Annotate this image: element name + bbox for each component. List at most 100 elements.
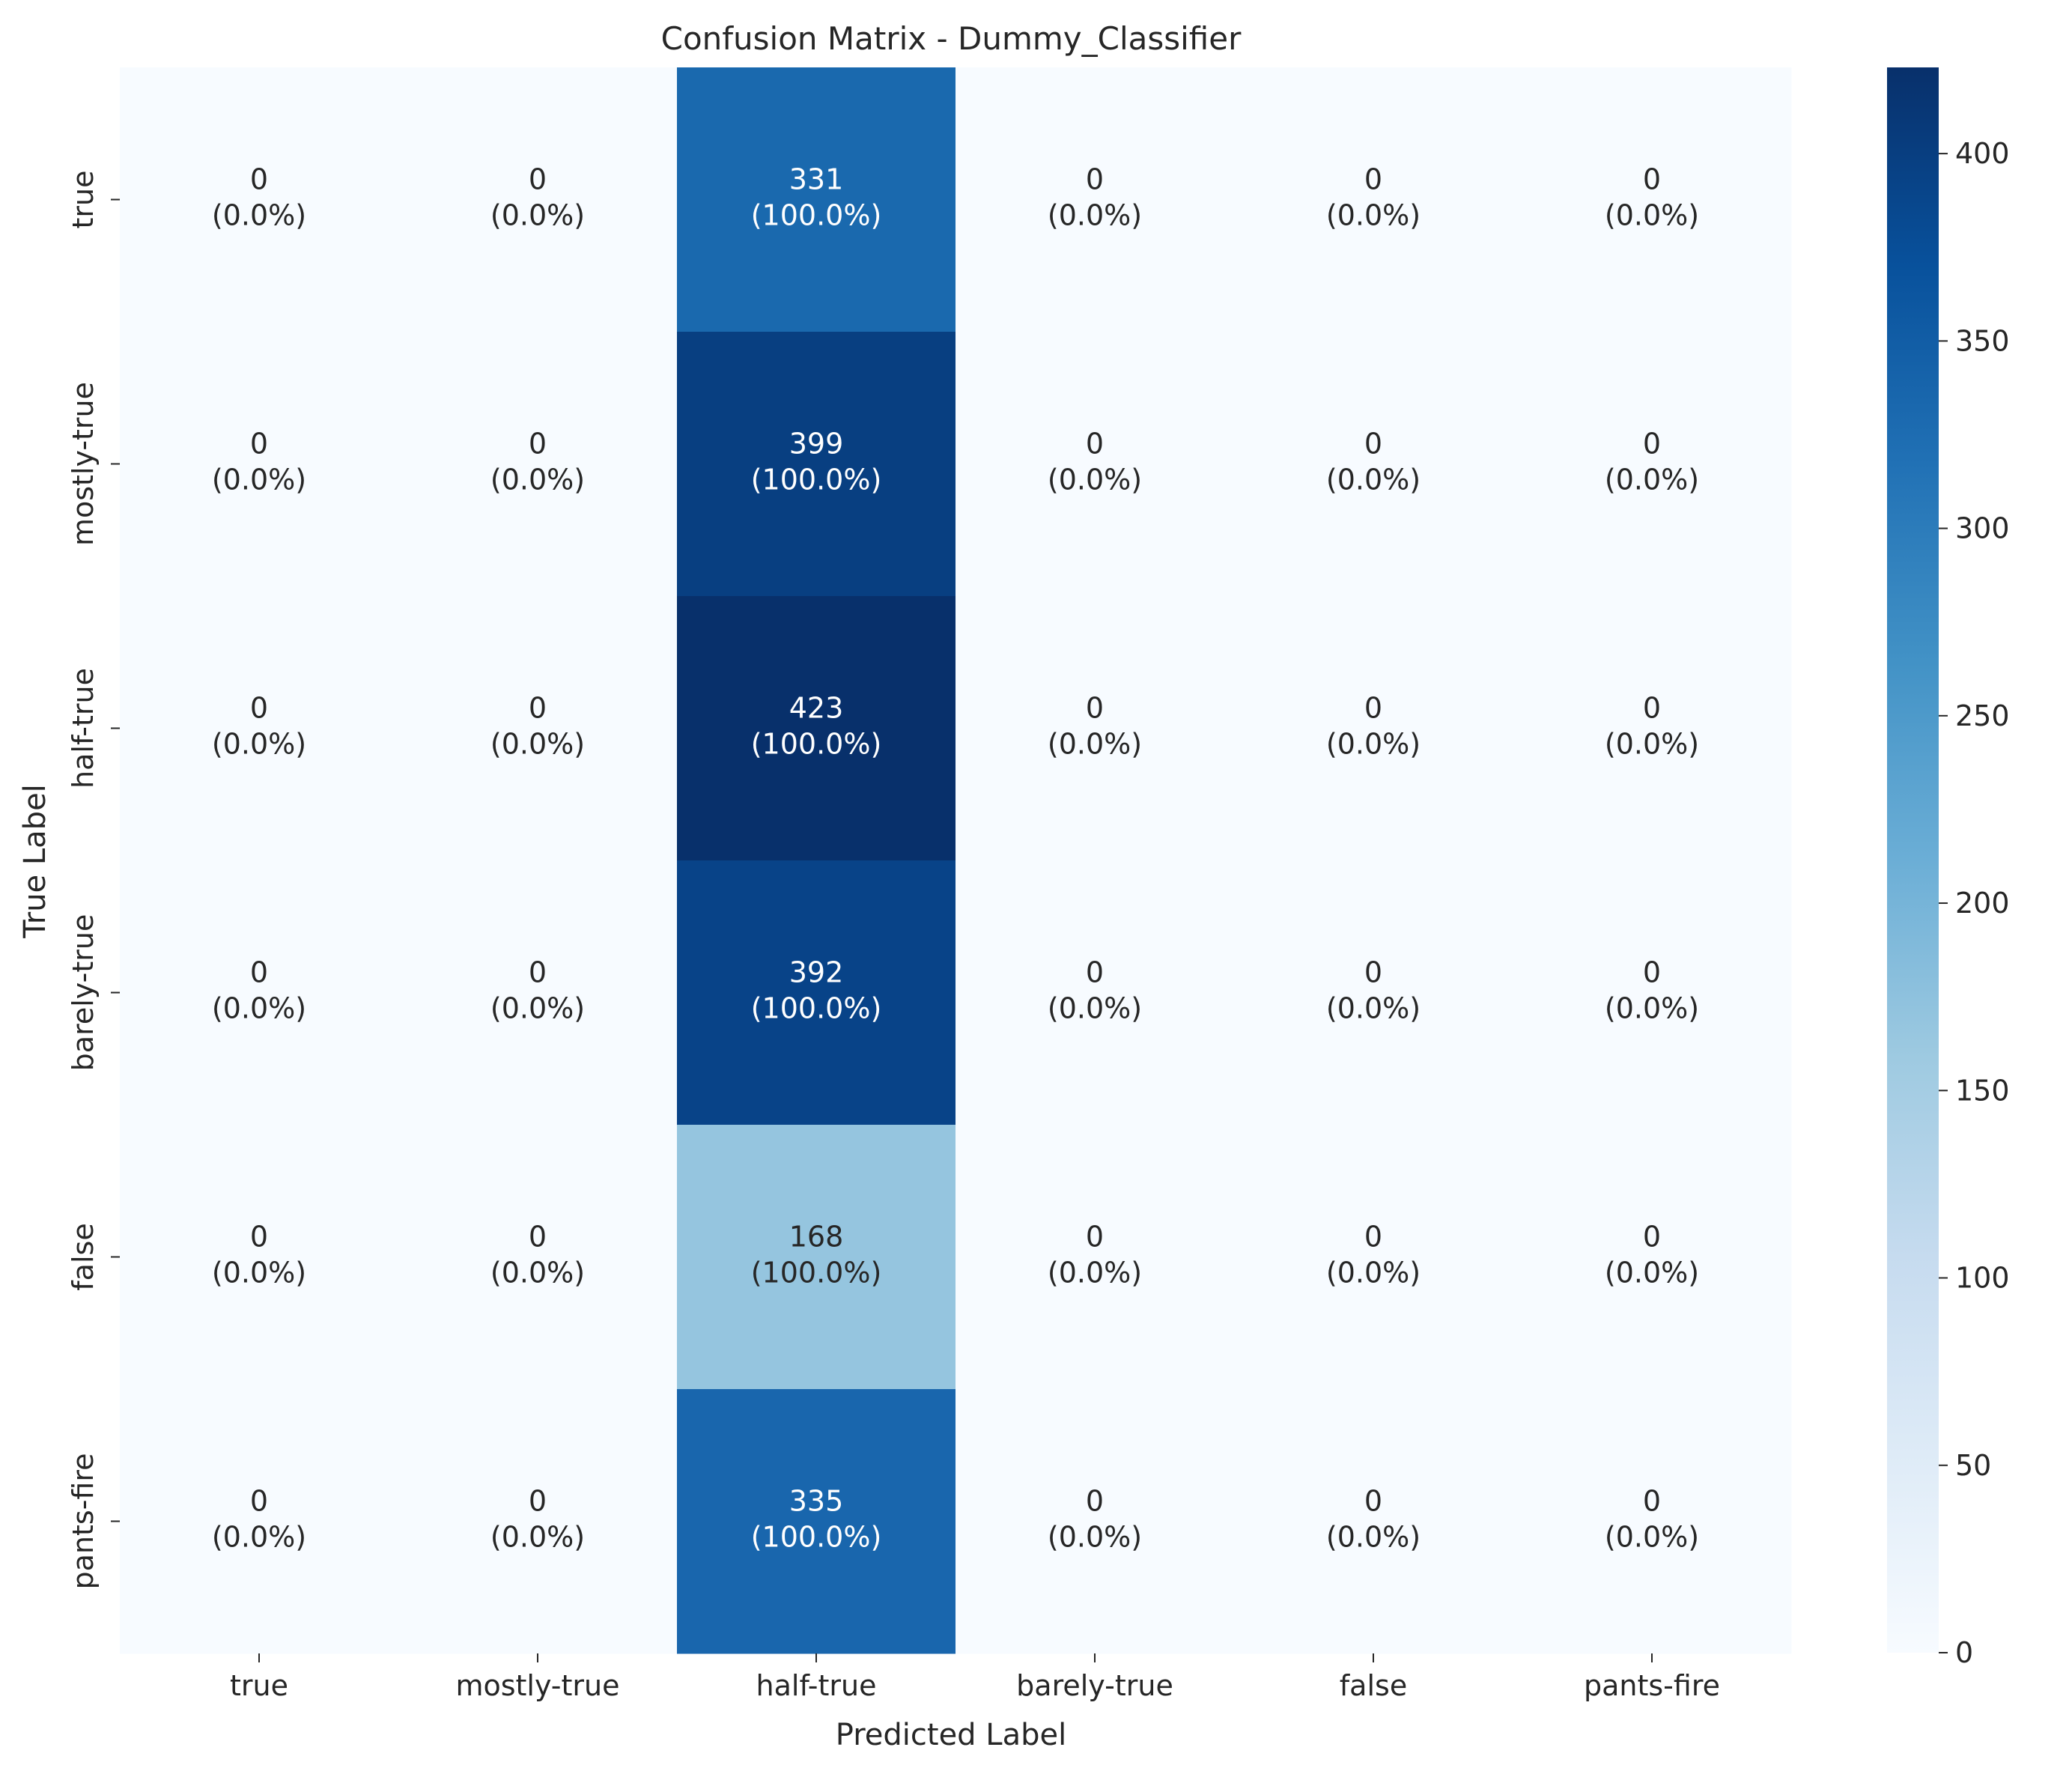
- cell-percent-label: (100.0%): [751, 464, 882, 496]
- cell-percent-label: (0.0%): [490, 199, 585, 232]
- y-tick-label: mostly-true: [67, 382, 100, 546]
- heatmap-cell: [120, 1125, 399, 1390]
- heatmap-cell: [1513, 860, 1792, 1126]
- cell-count-label: 0: [529, 1221, 547, 1254]
- x-tick-label: false: [1340, 1669, 1407, 1702]
- cell-count-label: 0: [1643, 428, 1661, 461]
- x-tick-label: barely-true: [1016, 1669, 1173, 1702]
- heatmap-cell: [120, 596, 399, 861]
- cell-count-label: 0: [250, 692, 268, 725]
- cell-percent-label: (0.0%): [1326, 992, 1421, 1025]
- cell-count-label: 0: [1086, 1485, 1104, 1518]
- cell-count-label: 168: [789, 1221, 844, 1254]
- heatmap-cell: [677, 1125, 956, 1390]
- heatmap-cell: [398, 1125, 678, 1390]
- cell-count-label: 0: [529, 163, 547, 196]
- colorbar-tick-label: 50: [1955, 1449, 1991, 1482]
- cell-count-label: 0: [250, 956, 268, 989]
- cell-percent-label: (0.0%): [1605, 1521, 1699, 1554]
- heatmap-cell: [120, 860, 399, 1126]
- cell-percent-label: (100.0%): [751, 992, 882, 1025]
- cell-count-label: 0: [1086, 692, 1104, 725]
- y-tick-label: half-true: [67, 668, 100, 789]
- heatmap-cell: [1513, 1125, 1792, 1390]
- y-tick-label: pants-fire: [67, 1453, 100, 1589]
- cell-percent-label: (0.0%): [1048, 1521, 1142, 1554]
- heatmap-cell: [1513, 596, 1792, 861]
- cell-count-label: 392: [789, 956, 844, 989]
- heatmap-cell: [956, 1125, 1235, 1390]
- heatmap-cells: [120, 67, 1792, 1654]
- heatmap-cell: [1234, 332, 1513, 597]
- cell-percent-label: (0.0%): [1605, 464, 1699, 496]
- heatmap-cell: [1513, 67, 1792, 332]
- heatmap-cell: [398, 1389, 678, 1654]
- cell-count-label: 0: [529, 956, 547, 989]
- heatmap-cell: [677, 67, 956, 332]
- chart-title: Confusion Matrix - Dummy_Classifier: [661, 20, 1242, 57]
- heatmap-cell: [398, 67, 678, 332]
- x-axis-label: Predicted Label: [836, 1718, 1066, 1752]
- cell-count-label: 0: [1643, 1485, 1661, 1518]
- cell-percent-label: (0.0%): [212, 992, 306, 1025]
- colorbar-tick-label: 250: [1955, 699, 2010, 732]
- cell-percent-label: (0.0%): [490, 464, 585, 496]
- cell-count-label: 0: [1643, 692, 1661, 725]
- y-axis-ticks: true mostly-true half-true barely-true false…: [67, 171, 120, 1590]
- cell-percent-label: (0.0%): [490, 1257, 585, 1289]
- cell-count-label: 0: [250, 1221, 268, 1254]
- heatmap-cell: [1234, 596, 1513, 861]
- cell-count-label: 0: [1364, 1221, 1382, 1254]
- cell-count-label: 0: [529, 1485, 547, 1518]
- cell-percent-label: (0.0%): [1605, 1257, 1699, 1289]
- cell-count-label: 0: [1364, 428, 1382, 461]
- heatmap-cell: [120, 67, 399, 332]
- colorbar-tick-label: 400: [1955, 137, 2010, 170]
- cell-percent-label: (0.0%): [1326, 199, 1421, 232]
- cell-percent-label: (0.0%): [1605, 199, 1699, 232]
- cell-percent-label: (100.0%): [751, 199, 882, 232]
- heatmap-cell: [120, 332, 399, 597]
- heatmap-cell: [1513, 332, 1792, 597]
- colorbar-tick-label: 100: [1955, 1262, 2010, 1295]
- cell-count-label: 0: [1086, 1221, 1104, 1254]
- heatmap-cell: [956, 1389, 1235, 1654]
- cell-percent-label: (0.0%): [490, 1521, 585, 1554]
- cell-count-label: 0: [1364, 163, 1382, 196]
- heatmap-cell-labels: 0(0.0%)0(0.0%)331(100.0%)0(0.0%)0(0.0%)0…: [212, 163, 1699, 1554]
- colorbar-tick-label: 300: [1955, 512, 2010, 545]
- cell-count-label: 331: [789, 163, 844, 196]
- y-tick-label: false: [67, 1223, 100, 1290]
- cell-count-label: 335: [789, 1485, 844, 1518]
- x-tick-label: mostly-true: [455, 1669, 619, 1702]
- heatmap-cell: [956, 67, 1235, 332]
- cell-percent-label: (0.0%): [1605, 992, 1699, 1025]
- cell-count-label: 0: [1643, 956, 1661, 989]
- heatmap-cell: [398, 332, 678, 597]
- heatmap-cell: [1234, 860, 1513, 1126]
- cell-percent-label: (0.0%): [1326, 1257, 1421, 1289]
- cell-percent-label: (0.0%): [1605, 728, 1699, 761]
- cell-percent-label: (0.0%): [1048, 464, 1142, 496]
- cell-percent-label: (0.0%): [212, 199, 306, 232]
- cell-percent-label: (0.0%): [1048, 728, 1142, 761]
- heatmap-cell: [398, 860, 678, 1126]
- cell-percent-label: (100.0%): [751, 1521, 882, 1554]
- heatmap-cell: [120, 1389, 399, 1654]
- cell-percent-label: (0.0%): [212, 1257, 306, 1289]
- cell-percent-label: (0.0%): [212, 464, 306, 496]
- colorbar-gradient: [1887, 67, 1939, 1653]
- cell-percent-label: (0.0%): [212, 1521, 306, 1554]
- colorbar-tick-label: 150: [1955, 1074, 2010, 1107]
- cell-count-label: 399: [789, 428, 844, 461]
- heatmap-cell: [677, 1389, 956, 1654]
- heatmap-cell: [1234, 1389, 1513, 1654]
- cell-percent-label: (0.0%): [1048, 992, 1142, 1025]
- cell-count-label: 0: [1643, 163, 1661, 196]
- cell-count-label: 0: [1086, 428, 1104, 461]
- cell-percent-label: (0.0%): [490, 728, 585, 761]
- heatmap-cell: [956, 860, 1235, 1126]
- y-tick-label: barely-true: [67, 914, 100, 1072]
- cell-count-label: 0: [1086, 163, 1104, 196]
